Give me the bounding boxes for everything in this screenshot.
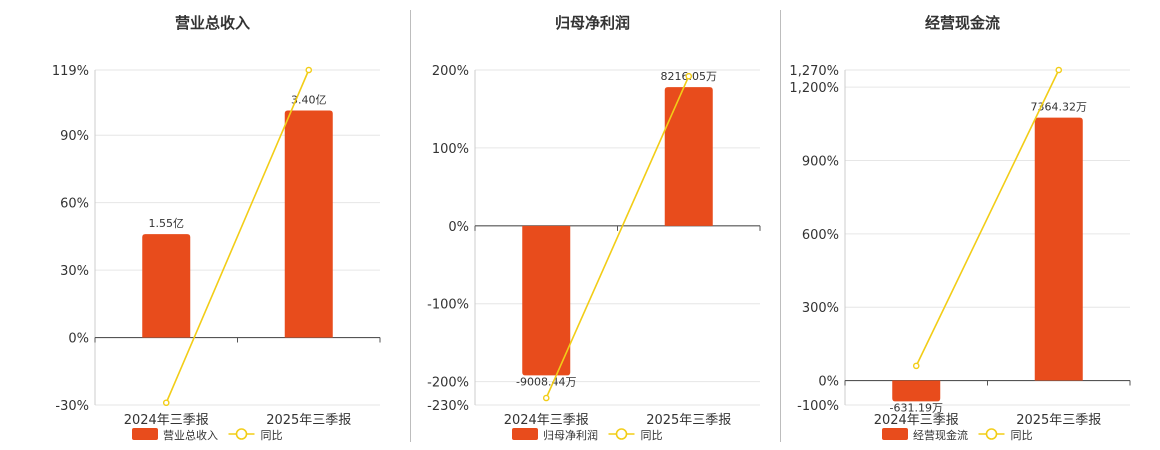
y-tick-label: 600% <box>802 228 839 243</box>
x-category-label: 2024年三季报 <box>124 413 209 428</box>
y-tick-label: 0% <box>818 375 839 390</box>
yoy-point <box>1055 66 1063 74</box>
legend: 归母净利润 同比 <box>512 428 663 442</box>
yoy-line <box>545 75 690 399</box>
legend-line-label: 同比 <box>641 429 663 442</box>
y-tick-label: 300% <box>802 301 839 316</box>
x-category-label: 2025年三季报 <box>646 413 731 428</box>
chart-cash-flow: 经营现金流 1,270% 1,200% 900% 600% 300% 0% -100% -631… <box>789 14 1131 442</box>
yoy-line <box>915 69 1060 367</box>
bar-data-label: 3.40亿 <box>291 93 327 106</box>
y-tick-label: 0% <box>448 220 469 235</box>
y-tick-label: 119% <box>52 64 89 79</box>
legend-line-marker <box>615 428 628 440</box>
yoy-point <box>305 66 313 74</box>
chart-title: 营业总收入 <box>175 14 250 32</box>
legend-bar-swatch <box>132 428 158 440</box>
y-tick-label: -100% <box>427 298 469 313</box>
yoy-point <box>542 394 550 402</box>
x-category-label: 2024年三季报 <box>874 413 959 428</box>
y-tick-label: -200% <box>427 376 469 391</box>
legend-line-marker <box>985 428 998 440</box>
x-category-label: 2025年三季报 <box>266 413 351 428</box>
legend-bar-label: 经营现金流 <box>913 428 968 442</box>
bar <box>142 234 191 338</box>
yoy-point <box>162 399 170 407</box>
legend-bar-label: 营业总收入 <box>163 428 218 442</box>
x-category-label: 2025年三季报 <box>1016 413 1101 428</box>
legend: 经营现金流 同比 <box>882 428 1033 442</box>
y-tick-label: -30% <box>55 399 89 414</box>
legend-bar-swatch <box>512 428 538 440</box>
chart-title: 经营现金流 <box>925 14 1000 32</box>
bar-data-label: -631.19万 <box>890 401 943 414</box>
bar-data-label: 1.55亿 <box>149 217 185 230</box>
legend-bar-swatch <box>882 428 908 440</box>
chart-net-profit: 归母净利润200%100%0%-100%-200%-230%-9008.44万8… <box>427 14 761 442</box>
chart-panel-cash-flow: 经营现金流 1,270% 1,200% 900% 600% 300% 0% -100% -631… <box>770 0 1150 450</box>
y-tick-label: -230% <box>427 399 469 414</box>
y-tick-label: 200% <box>432 64 469 79</box>
y-tick-label: 90% <box>60 129 89 144</box>
bar-data-label: -9008.44万 <box>516 375 576 388</box>
chart-panel-net-profit: 归母净利润200%100%0%-100%-200%-230%-9008.44万8… <box>400 0 780 450</box>
yoy-point <box>685 72 693 80</box>
bar <box>664 87 713 226</box>
yoy-point <box>912 362 920 370</box>
x-category-label: 2024年三季报 <box>504 413 589 428</box>
legend-bar-label: 归母净利润 <box>543 428 598 442</box>
legend: 营业总收入 同比 <box>132 428 283 442</box>
bar <box>1034 117 1083 381</box>
y-tick-label: 100% <box>432 142 469 157</box>
legend-line-label: 同比 <box>261 429 283 442</box>
legend-line-marker <box>235 428 248 440</box>
y-tick-label: 60% <box>60 197 89 212</box>
y-tick-label: 0% <box>68 332 89 347</box>
bar <box>892 380 941 402</box>
chart-revenue: 营业总收入 119% 90% 60% 30% 0% -30% 1.55亿 3.40亿 2024年三… <box>52 14 381 442</box>
bar <box>284 110 333 338</box>
legend-line-label: 同比 <box>1011 429 1033 442</box>
chart-panel-revenue: 营业总收入 119% 90% 60% 30% 0% -30% 1.55亿 3.40亿 2024年三… <box>20 0 400 450</box>
y-tick-label: -100% <box>797 399 839 414</box>
bar <box>522 225 571 376</box>
y-tick-label: 1,270% <box>789 64 839 79</box>
bar-data-label: 7364.32万 <box>1031 101 1088 114</box>
yoy-line <box>165 69 310 404</box>
panel-divider <box>780 10 781 442</box>
y-tick-label: 1,200% <box>789 81 839 96</box>
chart-title: 归母净利润 <box>555 14 630 32</box>
panel-divider <box>410 10 411 442</box>
y-tick-label: 900% <box>802 154 839 169</box>
y-tick-label: 30% <box>60 264 89 279</box>
